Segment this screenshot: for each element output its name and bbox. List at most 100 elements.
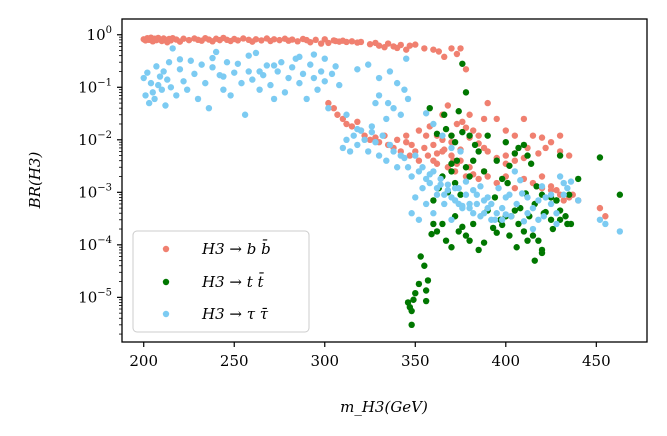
- point-tt-22: [466, 237, 473, 244]
- point-tt-6: [415, 280, 423, 288]
- x-tick-label-250: 250: [220, 352, 249, 370]
- point-tautau-186: [343, 111, 350, 118]
- point-tautau-113: [529, 204, 537, 212]
- point-tautau-82: [408, 173, 415, 180]
- point-tautau-139: [451, 197, 459, 204]
- point-tautau-167: [245, 52, 252, 59]
- point-tt-13: [430, 220, 437, 228]
- point-bb-165: [453, 120, 461, 128]
- x-axis-label: m_H3(GeV): [340, 398, 428, 416]
- point-bb-90: [366, 136, 374, 143]
- point-tautau-6: [151, 95, 158, 103]
- point-bb-73: [421, 45, 428, 52]
- point-tautau-56: [314, 86, 321, 93]
- point-tt-40: [547, 216, 555, 223]
- point-tautau-24: [198, 61, 205, 68]
- point-tt-25: [480, 239, 488, 246]
- point-tt-61: [502, 139, 509, 146]
- point-tt-37: [535, 237, 542, 244]
- point-tautau-19: [180, 78, 187, 85]
- point-tt-3: [410, 296, 417, 303]
- point-tautau-1: [142, 92, 149, 99]
- point-bb-114: [475, 175, 482, 183]
- point-tautau-70: [365, 148, 372, 155]
- x-tick-label-200: 200: [129, 352, 158, 370]
- point-tautau-137: [444, 181, 452, 188]
- point-tautau-163: [560, 191, 567, 198]
- point-bb-83: [334, 111, 341, 118]
- point-bb-166: [459, 118, 466, 126]
- point-bb-87: [354, 118, 361, 126]
- point-tautau-189: [439, 132, 446, 139]
- point-tt-78: [451, 139, 459, 146]
- point-tautau-105: [493, 210, 500, 217]
- point-tautau-83: [412, 152, 419, 159]
- point-tt-62: [506, 162, 513, 169]
- point-tautau-147: [480, 210, 488, 217]
- point-bb-116: [484, 173, 491, 180]
- point-tt-76: [441, 111, 448, 118]
- point-tautau-162: [553, 220, 560, 228]
- point-tautau-187: [422, 110, 430, 117]
- point-bb-153: [493, 115, 500, 123]
- point-tautau-4: [147, 79, 155, 87]
- point-tautau-173: [354, 66, 361, 73]
- point-bb-150: [560, 197, 567, 204]
- point-tautau-62: [336, 81, 343, 89]
- point-tautau-48: [285, 74, 292, 82]
- point-tautau-49: [288, 64, 296, 71]
- point-tautau-153: [502, 194, 509, 201]
- point-tt-23: [470, 220, 477, 228]
- point-tautau-183: [368, 128, 376, 136]
- point-tautau-178: [401, 86, 408, 93]
- point-tautau-181: [397, 111, 404, 118]
- point-tt-20: [459, 223, 466, 231]
- point-tautau-85: [419, 164, 426, 171]
- point-bb-61: [357, 38, 365, 46]
- point-tautau-12: [162, 102, 169, 109]
- point-tautau-119: [556, 173, 564, 180]
- point-bb-82: [330, 104, 338, 112]
- point-tautau-107: [502, 211, 509, 218]
- point-bb-149: [553, 186, 560, 194]
- point-bb-156: [520, 115, 528, 123]
- point-tautau-156: [518, 190, 526, 197]
- point-tautau-76: [386, 141, 394, 149]
- point-bb-81: [325, 99, 332, 107]
- x-axis-ticks: 200 250 300 350 400 450: [129, 342, 611, 370]
- point-tautau-73: [375, 152, 383, 159]
- point-tautau-152: [498, 204, 506, 212]
- point-bb-105: [433, 160, 441, 167]
- point-bb-37: [252, 36, 260, 43]
- point-tautau-47: [281, 89, 289, 96]
- point-tautau-91: [441, 191, 448, 198]
- point-bb-76: [441, 53, 448, 61]
- point-bb-98: [403, 139, 410, 146]
- point-tautau-193: [375, 92, 383, 99]
- point-bb-140: [484, 148, 491, 155]
- point-tautau-135: [437, 175, 444, 183]
- point-tautau-43: [267, 81, 274, 89]
- point-bb-155: [511, 132, 519, 139]
- point-bb-167: [462, 124, 470, 131]
- point-tautau-10: [158, 86, 166, 93]
- point-bb-34: [240, 35, 247, 42]
- point-tautau-155: [513, 200, 520, 208]
- point-tautau-144: [470, 186, 477, 194]
- point-tautau-151: [495, 184, 502, 192]
- point-tautau-2: [144, 69, 151, 76]
- point-tt-54: [466, 173, 473, 180]
- point-tautau-123: [575, 197, 582, 204]
- point-tt-29: [498, 221, 506, 229]
- point-tt-104: [564, 220, 571, 228]
- point-tt-73: [565, 191, 573, 198]
- point-tt-52: [457, 191, 464, 198]
- point-tautau-103: [484, 204, 491, 212]
- point-tt-5: [408, 321, 415, 329]
- point-tt-80: [459, 60, 466, 67]
- point-bb-101: [415, 157, 423, 164]
- point-tautau-46: [278, 59, 285, 66]
- point-tt-68: [533, 183, 540, 190]
- point-tautau-133: [430, 210, 437, 217]
- point-tautau-72: [372, 139, 379, 146]
